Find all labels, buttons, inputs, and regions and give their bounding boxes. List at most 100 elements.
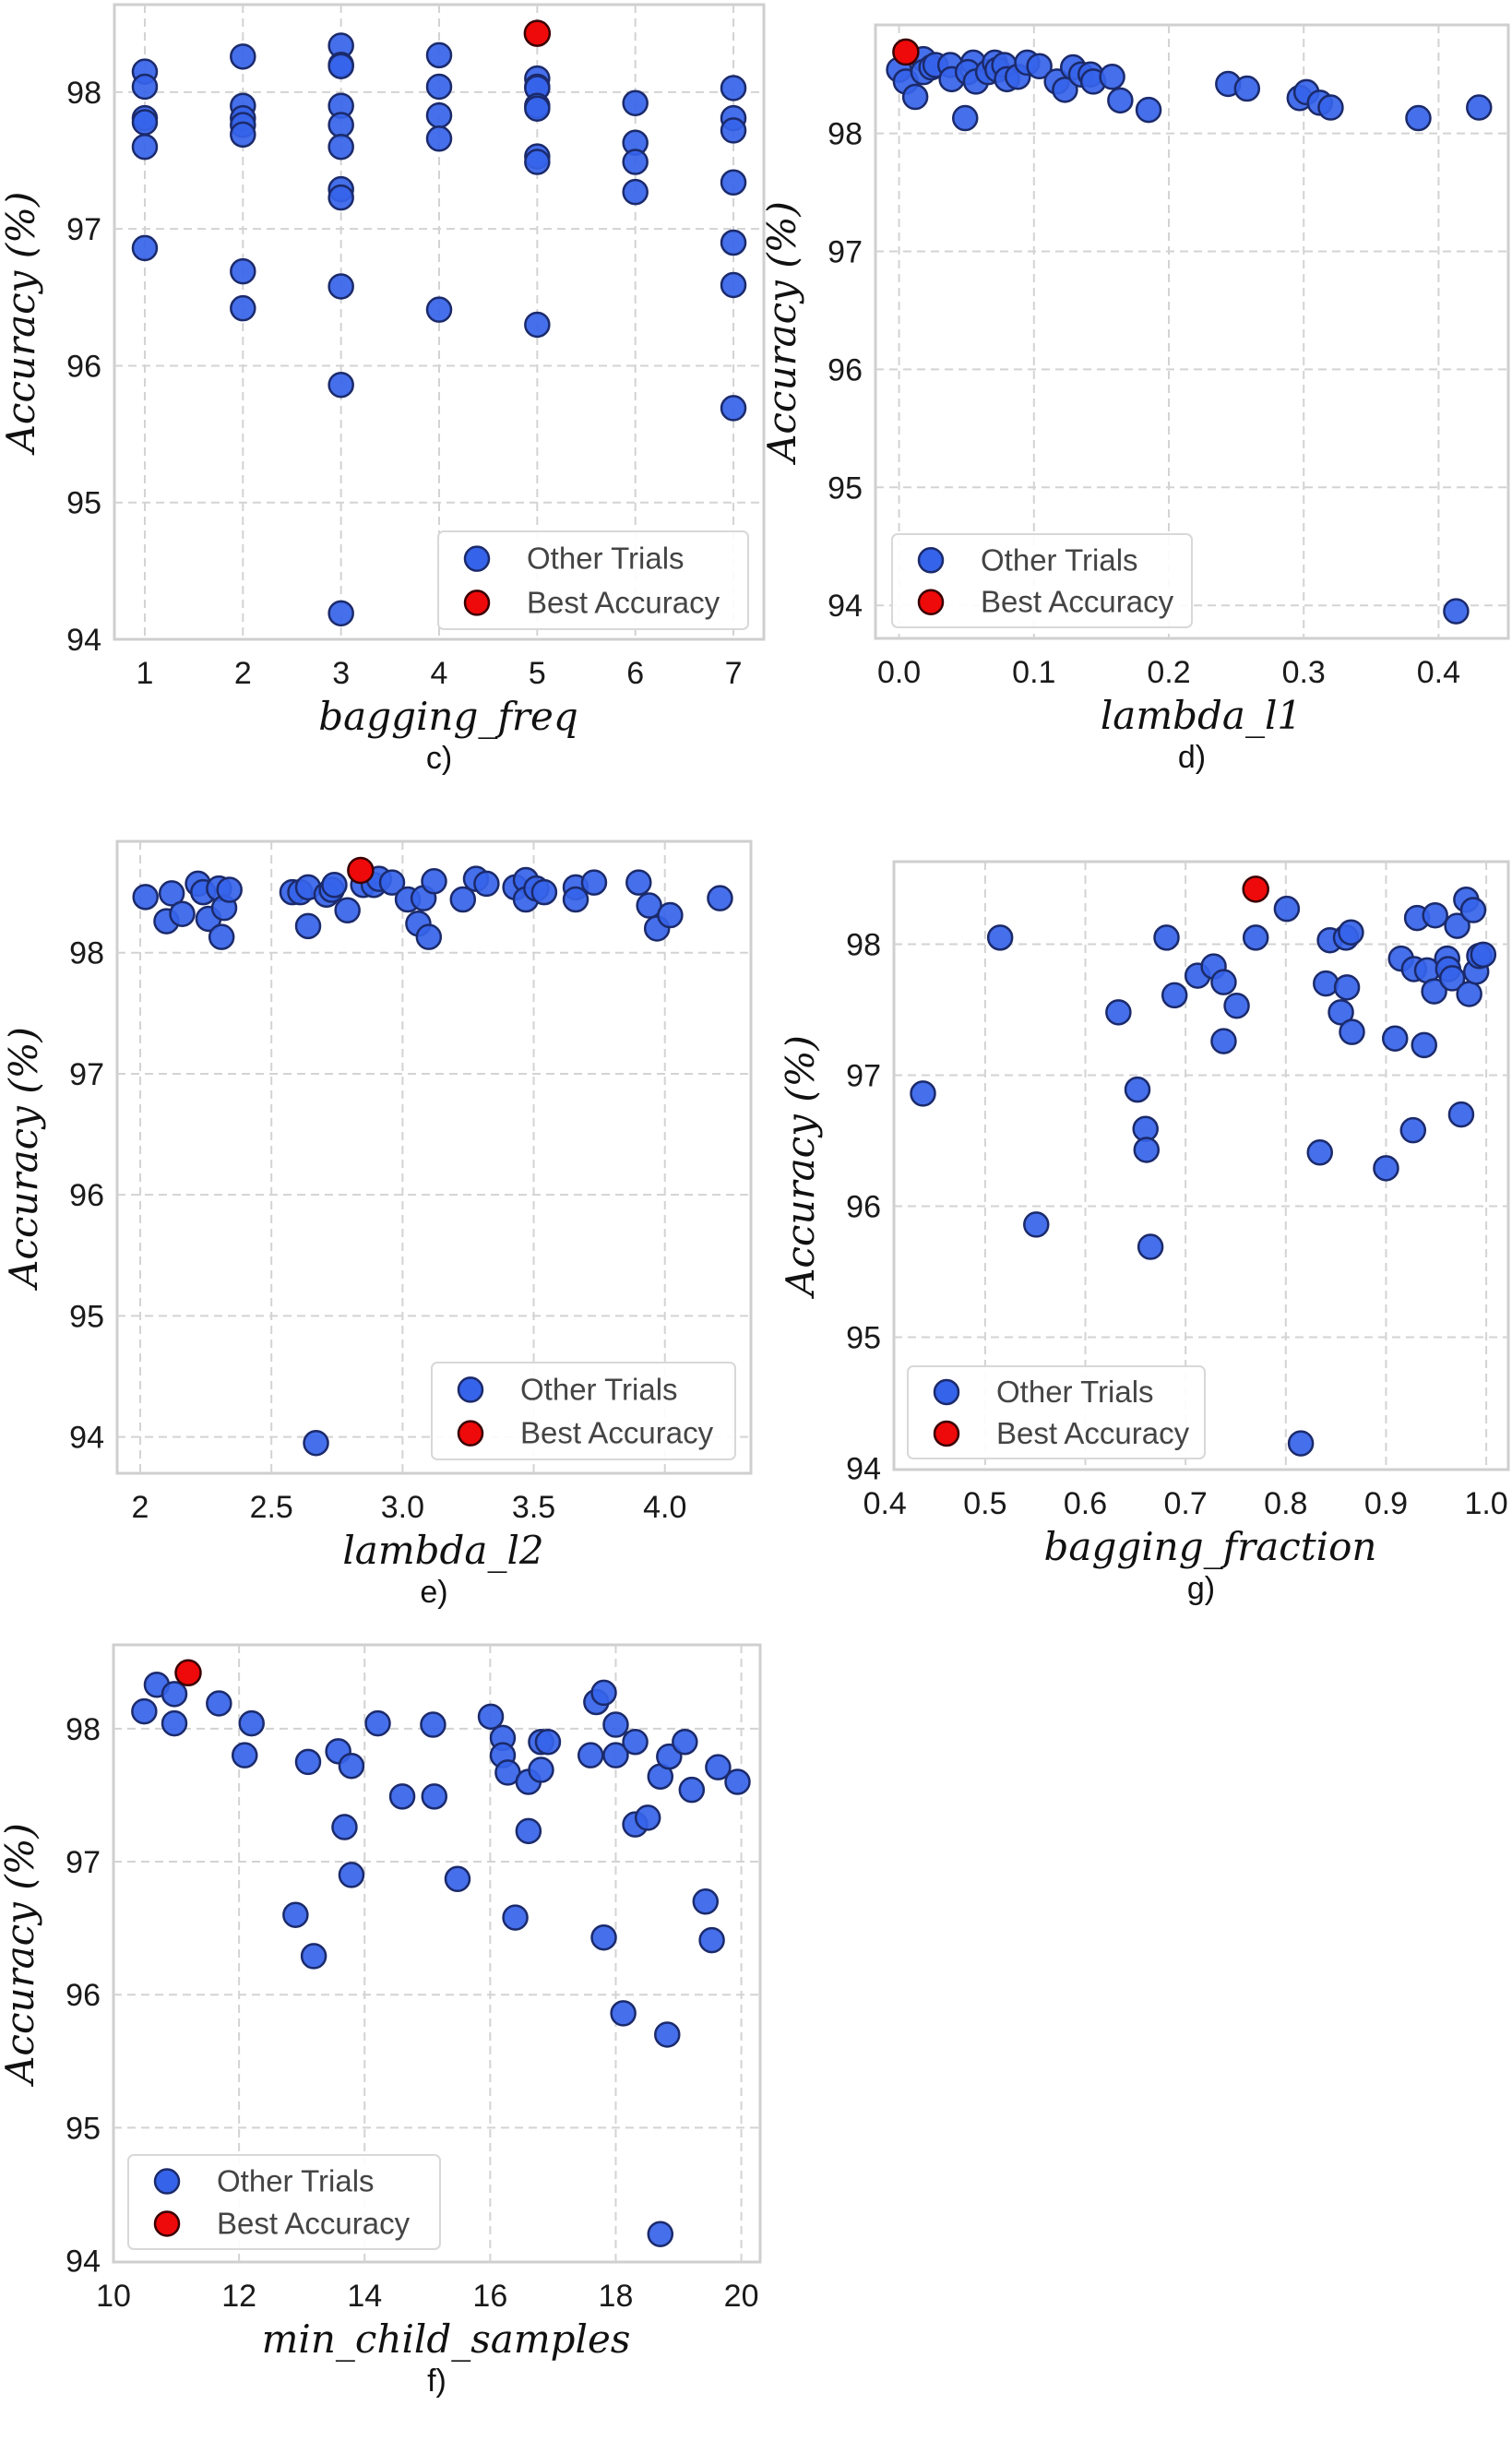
legend-best-label: Best Accuracy <box>520 1416 714 1450</box>
point-other-trial <box>1023 1211 1050 1238</box>
point-other-trial <box>331 1814 358 1840</box>
point-other-trial <box>327 600 354 627</box>
y-axis-label: Accuracy (%) <box>759 201 804 466</box>
y-tick-label: 94 <box>65 2245 101 2280</box>
y-tick-label: 94 <box>846 1452 881 1487</box>
point-other-trial <box>334 897 361 924</box>
x-tick-label: 0.3 <box>1282 655 1326 690</box>
y-tick-label: 96 <box>69 1178 104 1213</box>
panel-lambda-l1: 0.0 0.1 0.2 0.3 0.4 94 95 96 97 98 Other Trials Bes… <box>759 23 1510 775</box>
legend-best-marker <box>917 589 945 615</box>
point-other-trial <box>327 53 354 79</box>
point-other-trial <box>634 1804 661 1831</box>
legend-box <box>891 533 1193 628</box>
point-other-trial <box>951 104 979 132</box>
point-other-trial <box>378 869 406 896</box>
point-other-trial <box>1137 1233 1164 1260</box>
x-tick-label: 0.7 <box>1164 1486 1208 1521</box>
point-other-trial <box>647 2221 674 2247</box>
y-tick-label: 95 <box>69 1299 104 1334</box>
point-other-trial <box>327 112 354 138</box>
point-other-trial <box>230 257 256 285</box>
point-other-trial <box>421 1783 448 1810</box>
point-other-trial <box>1399 1116 1427 1144</box>
panel-caption: d) <box>1178 740 1206 775</box>
point-other-trial <box>230 43 256 70</box>
point-other-trial <box>636 892 662 919</box>
x-tick-label: 2 <box>132 1490 149 1525</box>
panel-caption: f) <box>427 2364 446 2399</box>
y-tick-label: 94 <box>827 589 863 624</box>
point-other-trial <box>720 395 747 422</box>
panel-caption: c) <box>426 741 452 776</box>
point-other-trial <box>698 1926 725 1954</box>
point-other-trial <box>602 1711 629 1738</box>
x-tick-label: 14 <box>347 2279 382 2314</box>
point-other-trial <box>294 1748 322 1776</box>
point-other-trial <box>1470 941 1497 969</box>
point-other-trial <box>425 73 453 101</box>
legend-other-marker <box>153 2168 181 2195</box>
point-other-trial <box>528 1756 554 1783</box>
y-tick-label: 98 <box>66 76 101 111</box>
legend-box <box>127 2154 441 2250</box>
x-tick-label: 16 <box>472 2279 507 2314</box>
point-other-trial <box>515 1817 542 1845</box>
point-best-accuracy <box>892 38 920 66</box>
panel-caption: g) <box>1187 1571 1215 1606</box>
x-tick-label: 4 <box>431 656 448 691</box>
x-tick-label: 18 <box>599 2279 634 2314</box>
panel-bagging-freq: 1 2 3 4 5 6 7 94 95 96 97 98 Other Trials Best Accura… <box>0 3 766 776</box>
point-other-trial <box>231 1742 258 1768</box>
point-other-trial <box>524 149 551 175</box>
x-tick-label: 7 <box>725 656 743 691</box>
x-axis-label: lambda_l2 <box>342 1528 543 1573</box>
point-other-trial <box>1317 94 1344 121</box>
point-other-trial <box>327 184 354 211</box>
point-other-trial <box>327 133 354 161</box>
point-other-trial <box>131 73 159 101</box>
point-other-trial <box>1287 1430 1315 1457</box>
point-other-trial <box>1313 970 1339 997</box>
point-other-trial <box>622 149 649 175</box>
point-other-trial <box>672 1729 698 1756</box>
y-tick-label: 95 <box>65 2111 101 2146</box>
point-other-trial <box>622 89 649 117</box>
point-other-trial <box>132 884 159 911</box>
point-other-trial <box>1223 992 1250 1019</box>
point-other-trial <box>230 294 256 322</box>
point-other-trial <box>449 886 477 913</box>
x-tick-label: 3 <box>332 656 350 691</box>
point-other-trial <box>1210 1028 1237 1054</box>
point-other-trial <box>692 1888 720 1915</box>
point-other-trial <box>238 1709 265 1737</box>
point-other-trial <box>1107 87 1134 114</box>
point-other-trial <box>1447 1101 1475 1128</box>
panel-min-child-samples: 10 12 14 16 18 20 94 95 96 97 98 Other Trials Best A… <box>0 1643 762 2399</box>
point-other-trial <box>131 234 159 262</box>
point-other-trial <box>1135 96 1162 124</box>
point-other-trial <box>388 1783 416 1810</box>
legend-other-label: Other Trials <box>520 1372 678 1406</box>
y-tick-label: 94 <box>66 623 101 658</box>
x-tick-label: 0.4 <box>863 1486 907 1521</box>
point-other-trial <box>303 1429 329 1457</box>
y-tick-label: 97 <box>69 1057 104 1092</box>
point-other-trial <box>657 901 684 929</box>
legend-other-marker <box>933 1378 960 1406</box>
point-other-trial <box>678 1776 706 1804</box>
point-other-trial <box>590 1679 617 1707</box>
point-other-trial <box>562 886 589 913</box>
y-tick-label: 95 <box>827 470 863 506</box>
legend-best-marker <box>463 589 491 616</box>
x-tick-label: 2 <box>234 656 252 691</box>
point-best-accuracy <box>174 1659 202 1687</box>
point-other-trial <box>294 912 322 940</box>
point-best-accuracy <box>1242 875 1269 903</box>
point-other-trial <box>720 229 747 256</box>
point-other-trial <box>1133 1137 1161 1163</box>
x-tick-label: 0.9 <box>1364 1486 1408 1521</box>
point-other-trial <box>1327 999 1354 1026</box>
point-other-trial <box>415 923 443 950</box>
